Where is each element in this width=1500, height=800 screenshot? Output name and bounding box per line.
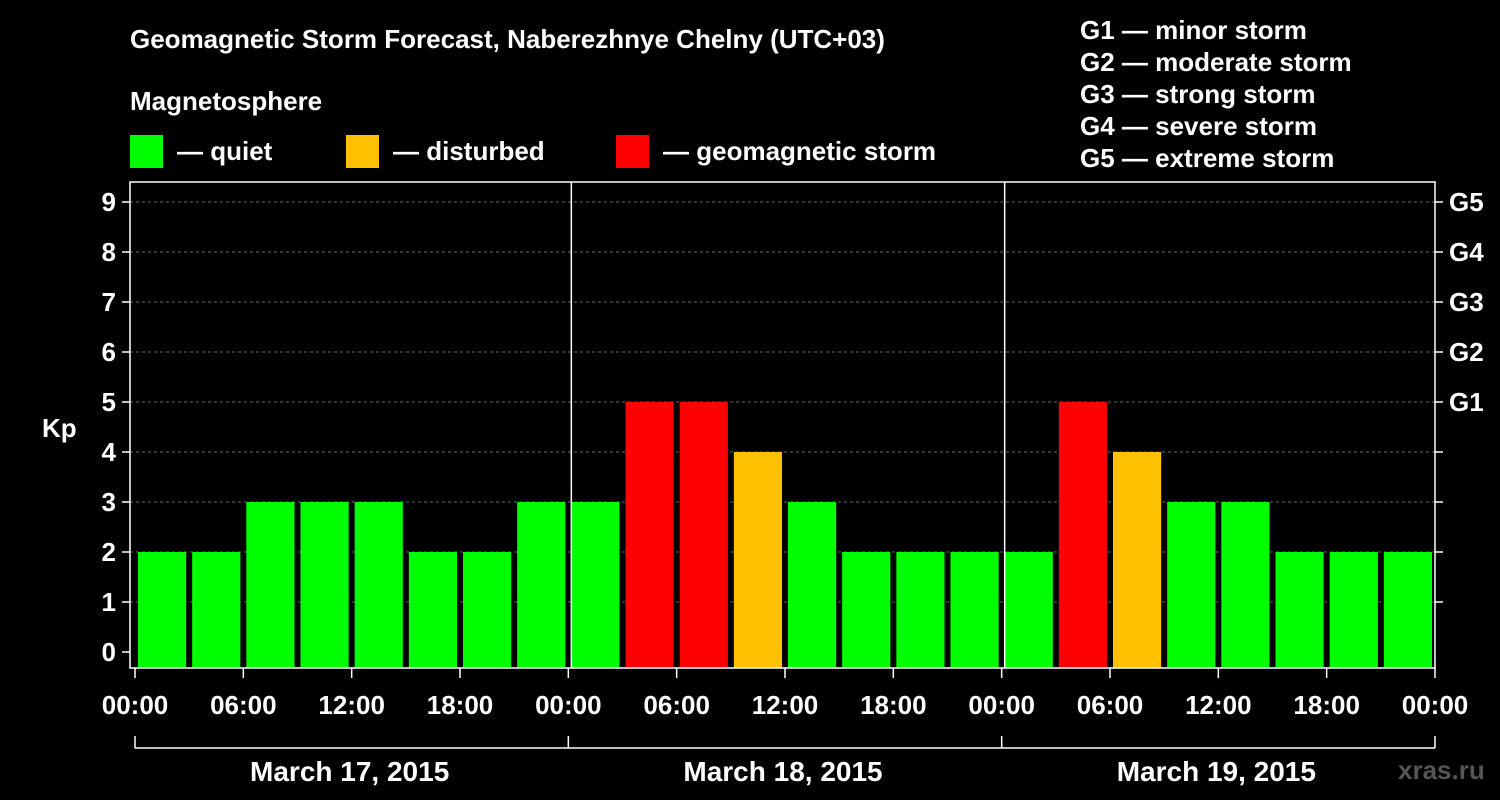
bar-15 [950, 552, 999, 668]
watermark: xras.ru [1398, 755, 1485, 785]
ytick-label-5: 5 [102, 387, 116, 417]
bar-5 [408, 552, 457, 668]
storm-scale-g1: G1 — minor storm [1080, 15, 1307, 45]
storm-scale-g2: G2 — moderate storm [1080, 47, 1352, 77]
xtick-label-11: 18:00 [1293, 690, 1360, 720]
bar-11 [733, 452, 782, 668]
plot-frame [129, 181, 1436, 669]
bar-10 [679, 402, 728, 668]
ytick-label-1: 1 [102, 587, 116, 617]
bar-9 [625, 402, 674, 668]
bar-16 [1004, 552, 1053, 668]
xtick-label-2: 12:00 [318, 690, 385, 720]
xtick-label-1: 06:00 [210, 690, 277, 720]
chart-title: Geomagnetic Storm Forecast, Naberezhnye … [130, 24, 885, 54]
bar-12 [788, 502, 837, 668]
legend-label-storm: — geomagnetic storm [663, 135, 937, 166]
bar-23 [1383, 552, 1432, 668]
bar-2 [246, 502, 295, 668]
xtick-label-10: 12:00 [1185, 690, 1252, 720]
bar-0 [138, 552, 187, 668]
bar-22 [1329, 552, 1378, 668]
xtick-label-0: 00:00 [102, 690, 169, 720]
bar-20 [1221, 502, 1270, 668]
bar-14 [896, 552, 945, 668]
chart-subtitle: Magnetosphere [130, 86, 323, 116]
right-tick-label-G5: G5 [1449, 187, 1484, 217]
legend-item-quiet: — quiet [130, 134, 272, 168]
right-tick-label-G1: G1 [1449, 387, 1484, 417]
bar-1 [192, 552, 241, 668]
storm-scale-g3: G3 — strong storm [1080, 79, 1316, 109]
y-axis-label: Kp [42, 413, 77, 443]
xtick-label-7: 18:00 [860, 690, 927, 720]
xtick-label-4: 00:00 [535, 690, 602, 720]
bar-7 [517, 502, 566, 668]
ytick-label-4: 4 [102, 437, 117, 467]
bar-6 [463, 552, 512, 668]
storm-scale-legend: G1 — minor storm G2 — moderate storm G3 … [1080, 14, 1352, 174]
day-label-0: March 17, 2015 [250, 756, 449, 787]
xtick-label-9: 06:00 [1077, 690, 1144, 720]
legend-swatch-disturbed [346, 134, 379, 168]
bar-13 [842, 552, 891, 668]
legend-swatch-storm [616, 134, 649, 168]
xtick-label-8: 00:00 [968, 690, 1035, 720]
bar-8 [571, 502, 620, 668]
bar-18 [1113, 452, 1162, 668]
bar-19 [1167, 502, 1216, 668]
day-label-2: March 19, 2015 [1117, 756, 1316, 787]
legend-label-disturbed: — disturbed [393, 135, 545, 166]
bar-21 [1275, 552, 1324, 668]
xtick-label-3: 18:00 [427, 690, 494, 720]
ytick-label-8: 8 [102, 237, 116, 267]
xtick-label-6: 12:00 [752, 690, 819, 720]
ytick-label-6: 6 [102, 337, 116, 367]
bar-3 [300, 502, 349, 668]
ytick-label-7: 7 [102, 287, 116, 317]
xtick-label-5: 06:00 [643, 690, 710, 720]
ytick-label-2: 2 [102, 537, 116, 567]
storm-scale-g5: G5 — extreme storm [1080, 143, 1335, 173]
ytick-label-3: 3 [102, 487, 116, 517]
day-label-1: March 18, 2015 [683, 756, 882, 787]
legend-swatch-quiet [130, 134, 163, 168]
bar-4 [354, 502, 403, 668]
storm-scale-g4: G4 — severe storm [1080, 111, 1318, 141]
ytick-label-9: 9 [102, 187, 116, 217]
legend-label-quiet: — quiet [177, 135, 273, 166]
legend-item-storm: — geomagnetic storm [616, 134, 936, 168]
right-tick-label-G4: G4 [1449, 237, 1484, 267]
right-tick-label-G2: G2 [1449, 337, 1484, 367]
legend-item-disturbed: — disturbed [346, 134, 545, 168]
bar-17 [1058, 402, 1107, 668]
xtick-label-12: 00:00 [1402, 690, 1469, 720]
right-tick-label-G3: G3 [1449, 287, 1484, 317]
ytick-label-0: 0 [102, 637, 116, 667]
